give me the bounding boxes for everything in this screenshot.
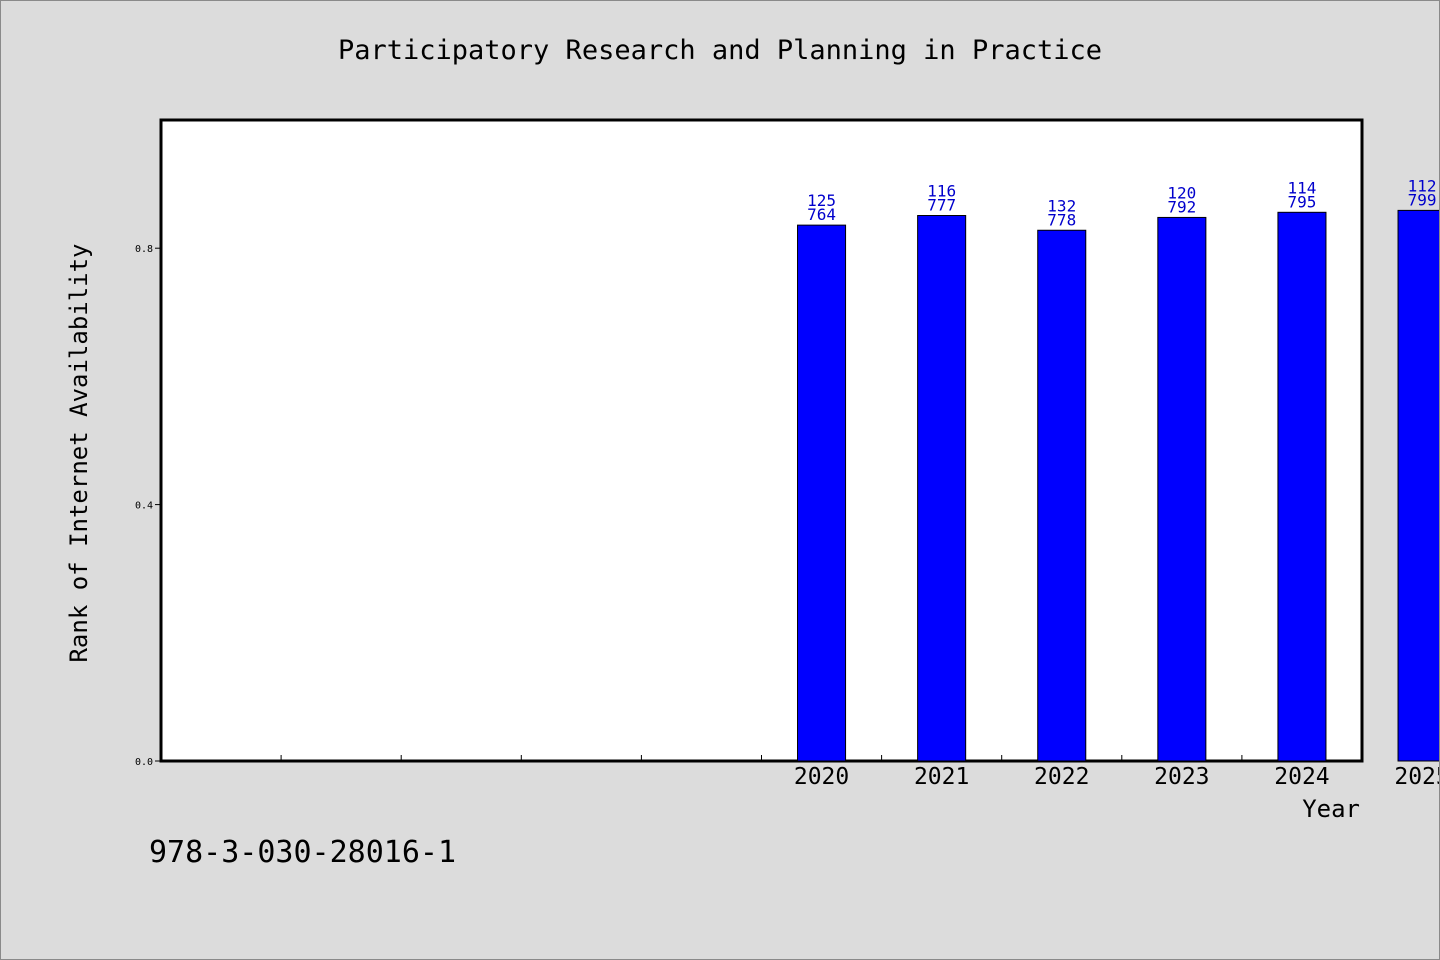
y-tick-label: 0.8 bbox=[135, 244, 153, 255]
y-axis-label: Rank of Internet Availability bbox=[65, 243, 93, 662]
x-tick-label: 2023 bbox=[1154, 764, 1209, 790]
bar-2023 bbox=[1157, 216, 1207, 762]
bar-value-label: 112 bbox=[1408, 176, 1437, 195]
y-tick-label: 0.0 bbox=[135, 757, 153, 768]
x-tick-label: 2025 bbox=[1394, 764, 1439, 790]
bars-group bbox=[797, 209, 1439, 762]
bar-2022 bbox=[1037, 229, 1087, 762]
x-tick-label: 2024 bbox=[1274, 764, 1329, 790]
bar-value-label: 778 bbox=[1047, 210, 1076, 229]
isbn-text: 978-3-030-28016-1 bbox=[149, 835, 457, 870]
x-tick-label: 2021 bbox=[914, 764, 969, 790]
bar-value-label: 792 bbox=[1167, 197, 1196, 216]
x-axis-label: Year bbox=[1302, 795, 1360, 823]
bar-2025 bbox=[1397, 209, 1439, 762]
bar-value-label: 114 bbox=[1287, 178, 1316, 197]
bar-value-label: 132 bbox=[1047, 196, 1076, 215]
bar-value-label: 764 bbox=[807, 205, 836, 224]
bar-value-label: 795 bbox=[1287, 192, 1316, 211]
y-tick-label: 0.4 bbox=[135, 501, 153, 512]
x-tick-label: 2020 bbox=[794, 764, 849, 790]
x-axis-ticks: 2020 2021 2022 2023 2024 2025 bbox=[280, 755, 1439, 790]
bar-value-label: 125 bbox=[807, 191, 836, 210]
bar-2024 bbox=[1277, 211, 1327, 762]
y-axis-ticks: 0.0 0.4 0.8 bbox=[135, 244, 161, 768]
x-tick-label: 2022 bbox=[1034, 764, 1089, 790]
bar-2020 bbox=[797, 224, 847, 762]
bar-value-label: 116 bbox=[927, 182, 956, 201]
bar-value-label: 799 bbox=[1408, 190, 1437, 209]
bar-2021 bbox=[917, 215, 967, 762]
bar-value-label: 120 bbox=[1167, 183, 1196, 202]
bar-value-label: 777 bbox=[927, 196, 956, 215]
chart-title: Participatory Research and Planning in P… bbox=[337, 35, 1102, 66]
